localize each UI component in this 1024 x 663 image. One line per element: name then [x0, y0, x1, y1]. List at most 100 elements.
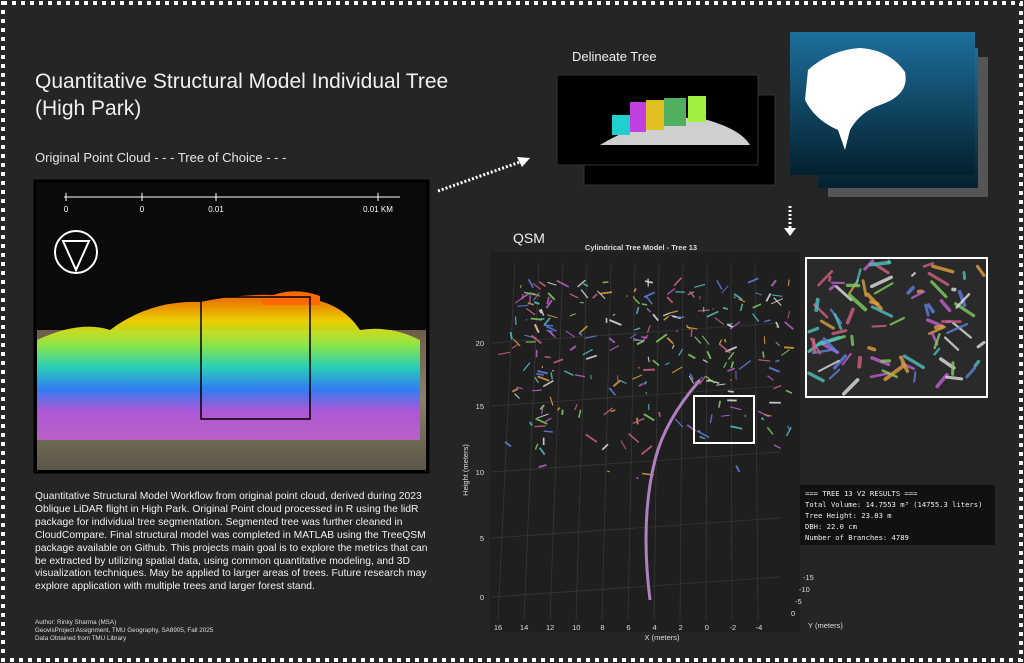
scale-label: 0.01 KM [363, 205, 393, 214]
grid-line [730, 261, 733, 621]
branch [738, 360, 752, 370]
branch [512, 338, 521, 347]
branch [658, 411, 661, 417]
branch [580, 289, 589, 299]
branch [933, 333, 941, 350]
branch [620, 440, 627, 450]
branch [785, 389, 793, 394]
branch [552, 369, 555, 372]
branch [716, 280, 723, 290]
y-axis-label: Y (meters) [808, 621, 843, 630]
branch [785, 426, 792, 437]
branch [533, 301, 540, 305]
branch [556, 406, 561, 411]
grid-line [497, 261, 516, 621]
branch [534, 376, 539, 384]
branch [608, 337, 616, 344]
branch [760, 417, 765, 421]
branch [939, 298, 952, 313]
branch [556, 279, 570, 288]
grid-line [627, 261, 636, 621]
description: Quantitative Structural Model Workflow f… [35, 491, 428, 593]
qsm-label: QSM [513, 230, 545, 246]
branch [955, 293, 971, 309]
branch [632, 337, 642, 342]
x-tick-label: -4 [756, 623, 763, 632]
z-tick-label: 20 [476, 339, 484, 348]
branch [543, 317, 551, 326]
branch [899, 355, 910, 373]
scale-ticks [65, 193, 379, 201]
branch [834, 285, 853, 302]
branch [652, 359, 660, 367]
branch [873, 282, 894, 295]
branch [671, 366, 683, 374]
branch [514, 316, 517, 325]
branch [564, 370, 574, 377]
branch [828, 368, 841, 380]
point-cloud-top [262, 291, 320, 305]
branch [608, 387, 617, 396]
branch [733, 296, 736, 299]
branch [975, 264, 986, 277]
branch [527, 302, 535, 306]
branch [529, 421, 533, 427]
branch [946, 322, 969, 334]
branch [530, 334, 542, 345]
branch [861, 279, 868, 297]
results-box: === TREE 13 V2 RESULTS === Total Volume:… [800, 485, 995, 545]
x-tick-label: 12 [546, 623, 554, 632]
x-tick-label: 10 [572, 623, 580, 632]
branch [549, 396, 554, 406]
branch [945, 375, 964, 381]
branch [666, 287, 676, 296]
segment [646, 100, 664, 130]
branch [784, 321, 794, 330]
branch [758, 359, 771, 362]
branch [535, 417, 548, 425]
credit-line: GeovisProject Assignment, TMU Geography,… [35, 627, 214, 634]
branch [569, 345, 577, 352]
grid-line [705, 261, 708, 621]
x-tick-label: -2 [730, 623, 737, 632]
branch [577, 279, 586, 288]
branch [869, 275, 893, 289]
delineate-label: Delineate Tree [572, 49, 657, 64]
branch [673, 277, 683, 287]
tree-model [498, 277, 794, 480]
branch [845, 307, 855, 325]
branch [644, 280, 654, 284]
results-line: DBH: 22.0 cm [805, 522, 857, 531]
branch [818, 359, 840, 373]
branch [841, 352, 852, 366]
branch [775, 341, 781, 347]
branch [584, 335, 597, 339]
branch [498, 351, 511, 356]
branch [514, 393, 520, 399]
branch [663, 315, 670, 321]
branch [811, 338, 817, 354]
subtitle: Original Point Cloud - - - Tree of Choic… [35, 150, 286, 165]
branch [705, 375, 716, 384]
branch [927, 271, 950, 287]
branch [523, 291, 536, 296]
branch [721, 285, 729, 294]
branch [933, 324, 945, 330]
branch [569, 293, 579, 299]
tree-silhouette [805, 48, 906, 150]
branch [626, 295, 628, 298]
branch [709, 414, 713, 424]
branch [764, 414, 772, 417]
branch [833, 313, 843, 330]
branch [646, 307, 652, 313]
branch [730, 425, 743, 430]
branch [771, 294, 783, 297]
branch [530, 317, 543, 321]
branch [871, 324, 887, 328]
branch [716, 383, 726, 386]
branch [752, 303, 762, 309]
branch [610, 409, 616, 413]
branch [701, 335, 710, 345]
grid-line [491, 451, 781, 473]
